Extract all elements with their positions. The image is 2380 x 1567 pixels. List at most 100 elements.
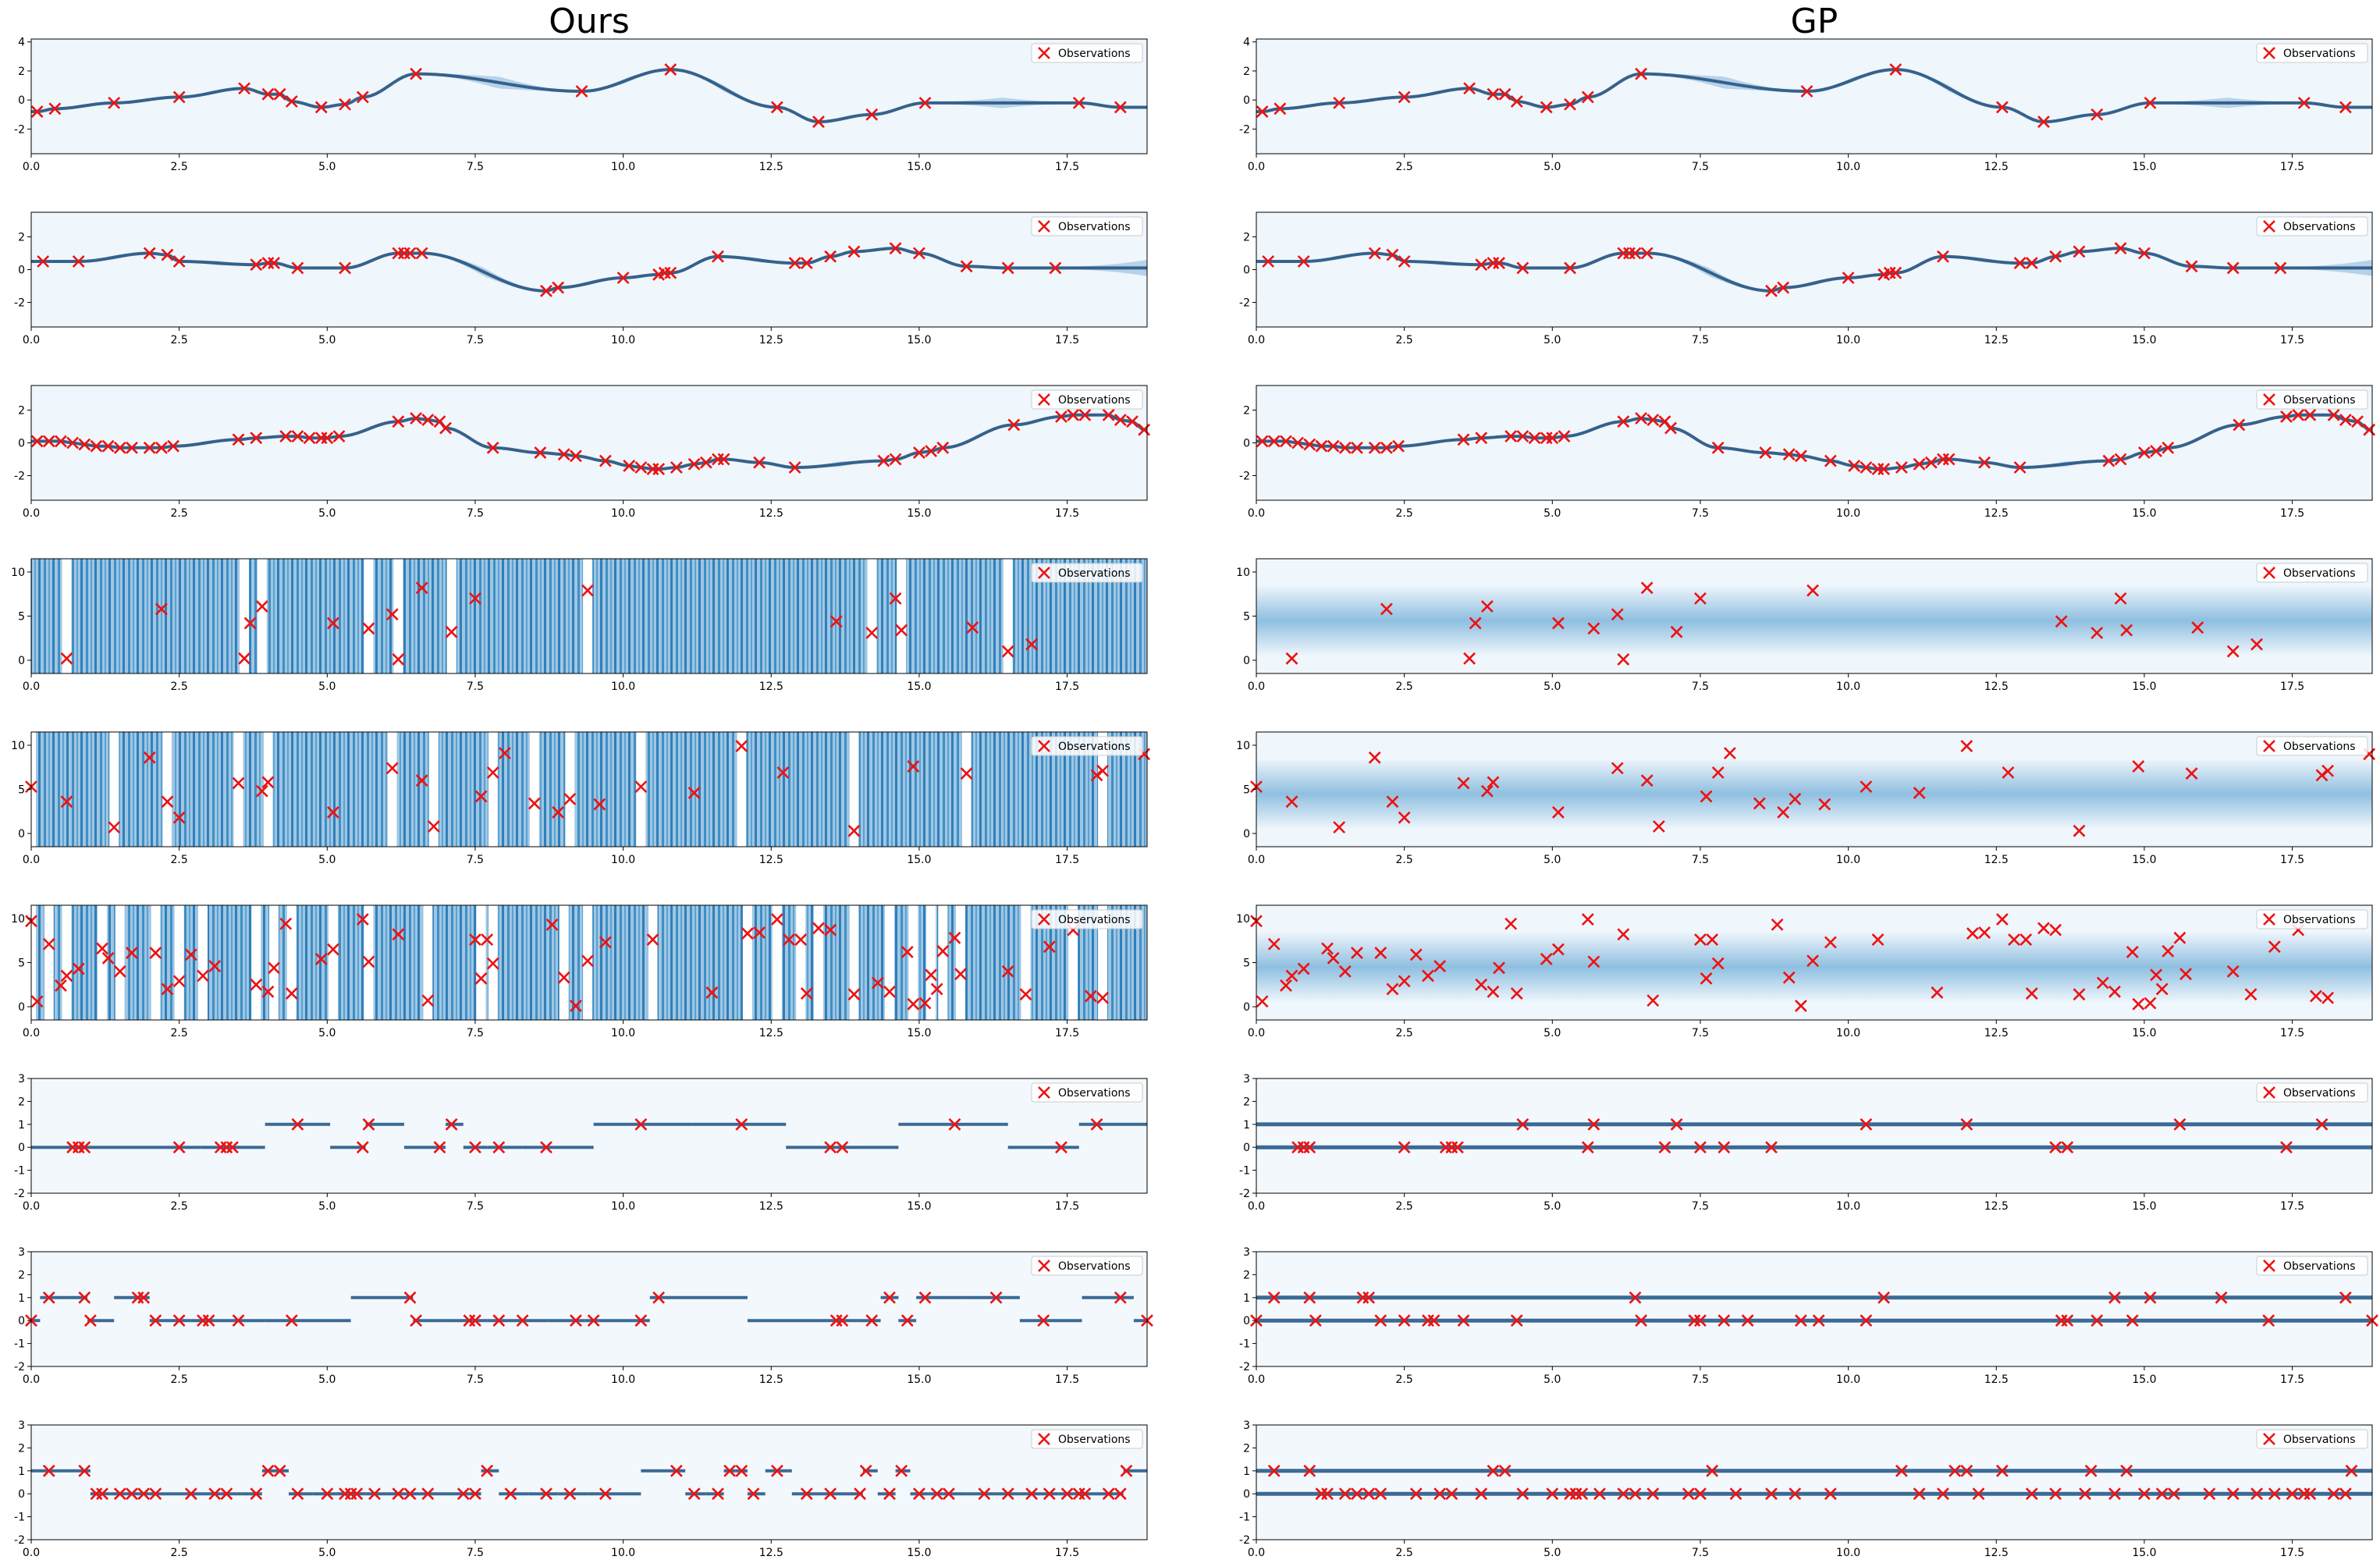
observation-marker xyxy=(1457,433,1470,446)
observation-marker xyxy=(1487,985,1500,998)
observation-marker xyxy=(445,1118,458,1131)
legend-marker-icon xyxy=(1038,220,1050,233)
observation-marker xyxy=(1487,1464,1500,1477)
legend-label: Observations xyxy=(1058,48,1131,60)
y-tick-label: -1 xyxy=(1239,1338,1250,1351)
observation-marker xyxy=(250,978,263,991)
y-tick-label: 0 xyxy=(1243,1488,1250,1501)
observation-marker xyxy=(1700,790,1713,803)
strip-gap xyxy=(1098,905,1108,1020)
x-tick-label: 12.5 xyxy=(1984,1027,2009,1039)
observation-marker xyxy=(1102,408,1115,421)
observation-marker xyxy=(1877,1291,1891,1304)
strip-gap xyxy=(476,905,486,1020)
observation-marker xyxy=(1729,1487,1742,1501)
observation-marker xyxy=(1711,957,1725,970)
observation-marker xyxy=(824,1141,837,1154)
observation-marker xyxy=(1398,1141,1411,1154)
observation-marker xyxy=(859,1464,872,1477)
x-tick-label: 0.0 xyxy=(1248,854,1265,866)
observation-marker xyxy=(712,1487,724,1501)
observation-marker xyxy=(30,435,44,448)
observation-marker xyxy=(1114,101,1127,114)
observation-marker xyxy=(1937,1487,1949,1501)
x-tick-label: 10.0 xyxy=(611,1200,635,1213)
observation-marker xyxy=(2233,418,2246,432)
x-tick-label: 2.5 xyxy=(171,161,188,173)
observation-marker xyxy=(1646,994,1660,1007)
strip-gap xyxy=(559,905,569,1020)
legend-label: Observations xyxy=(2283,741,2356,753)
observation-marker xyxy=(900,1314,914,1327)
observation-marker xyxy=(1262,255,1275,268)
observation-marker xyxy=(1043,1487,1056,1501)
legend-marker-icon xyxy=(1038,567,1050,579)
x-tick-label: 0.0 xyxy=(1248,1027,1265,1039)
observation-marker xyxy=(421,1487,435,1501)
legend-label: Observations xyxy=(2283,221,2356,233)
observation-marker xyxy=(1664,421,1677,435)
observation-marker xyxy=(1824,454,1837,467)
observation-marker xyxy=(108,821,121,834)
observation-marker xyxy=(362,955,375,968)
x-tick-label: 10.0 xyxy=(1836,1547,1860,1559)
observation-marker xyxy=(113,1487,126,1501)
observation-marker xyxy=(2138,247,2151,260)
observation-marker xyxy=(1469,616,1482,630)
observation-marker xyxy=(2339,1291,2352,1304)
observation-marker xyxy=(712,250,724,263)
observation-marker xyxy=(415,581,428,595)
x-tick-label: 0.0 xyxy=(23,1200,40,1213)
observation-marker xyxy=(1528,432,1541,445)
observation-marker xyxy=(1351,1487,1363,1501)
x-tick-label: 10.0 xyxy=(1836,334,1860,346)
observation-marker xyxy=(469,1314,481,1327)
observation-marker xyxy=(1617,652,1630,666)
observation-marker xyxy=(2108,1291,2121,1304)
observation-marker xyxy=(664,266,677,279)
observation-marker xyxy=(172,255,186,268)
observation-marker xyxy=(486,441,499,454)
observation-marker xyxy=(314,953,328,965)
observation-marker xyxy=(2126,1314,2139,1327)
observation-marker xyxy=(1285,795,1298,808)
observation-marker xyxy=(557,971,570,984)
observation-marker xyxy=(55,435,67,448)
observation-marker xyxy=(800,987,813,1000)
observation-marker xyxy=(1285,969,1298,982)
observation-marker xyxy=(2013,257,2027,270)
x-tick-label: 12.5 xyxy=(1984,334,2009,346)
observation-marker xyxy=(1422,969,1434,982)
observation-marker xyxy=(1433,1487,1447,1501)
x-tick-label: 12.5 xyxy=(759,1373,783,1386)
observation-marker xyxy=(2061,1314,2074,1327)
observation-marker xyxy=(208,1487,222,1501)
x-tick-label: 7.5 xyxy=(467,1027,484,1039)
observation-marker xyxy=(2025,257,2038,270)
observation-marker xyxy=(291,1118,304,1131)
observation-marker xyxy=(1842,272,1855,284)
y-tick-label: -2 xyxy=(14,1534,25,1547)
observation-marker xyxy=(2144,997,2157,1010)
observation-marker xyxy=(1753,797,1766,810)
observation-marker xyxy=(410,412,423,425)
observation-marker xyxy=(1759,446,1772,460)
legend-box xyxy=(2256,909,2368,929)
observation-marker xyxy=(2339,414,2352,427)
y-tick-label: 2 xyxy=(1243,1269,1250,1281)
panel-grid: 0.0 2.5 5.0 7.5 10.0 12.5 15.0 17.5-2024Observa… xyxy=(11,37,2378,1559)
legend-box xyxy=(2256,216,2368,236)
observation-marker xyxy=(2304,408,2317,421)
observation-marker xyxy=(78,1141,91,1154)
observation-marker xyxy=(403,247,417,260)
observation-marker xyxy=(889,453,902,466)
observation-marker xyxy=(895,624,908,637)
observation-marker xyxy=(1913,787,1926,799)
observation-marker xyxy=(1463,82,1476,95)
legend-box xyxy=(2256,389,2368,410)
observation-marker xyxy=(2144,1291,2157,1304)
x-tick-label: 5.0 xyxy=(1543,161,1561,173)
axes-frame xyxy=(1256,1251,2373,1367)
observation-marker xyxy=(2049,923,2062,936)
observation-marker xyxy=(1267,1464,1281,1477)
